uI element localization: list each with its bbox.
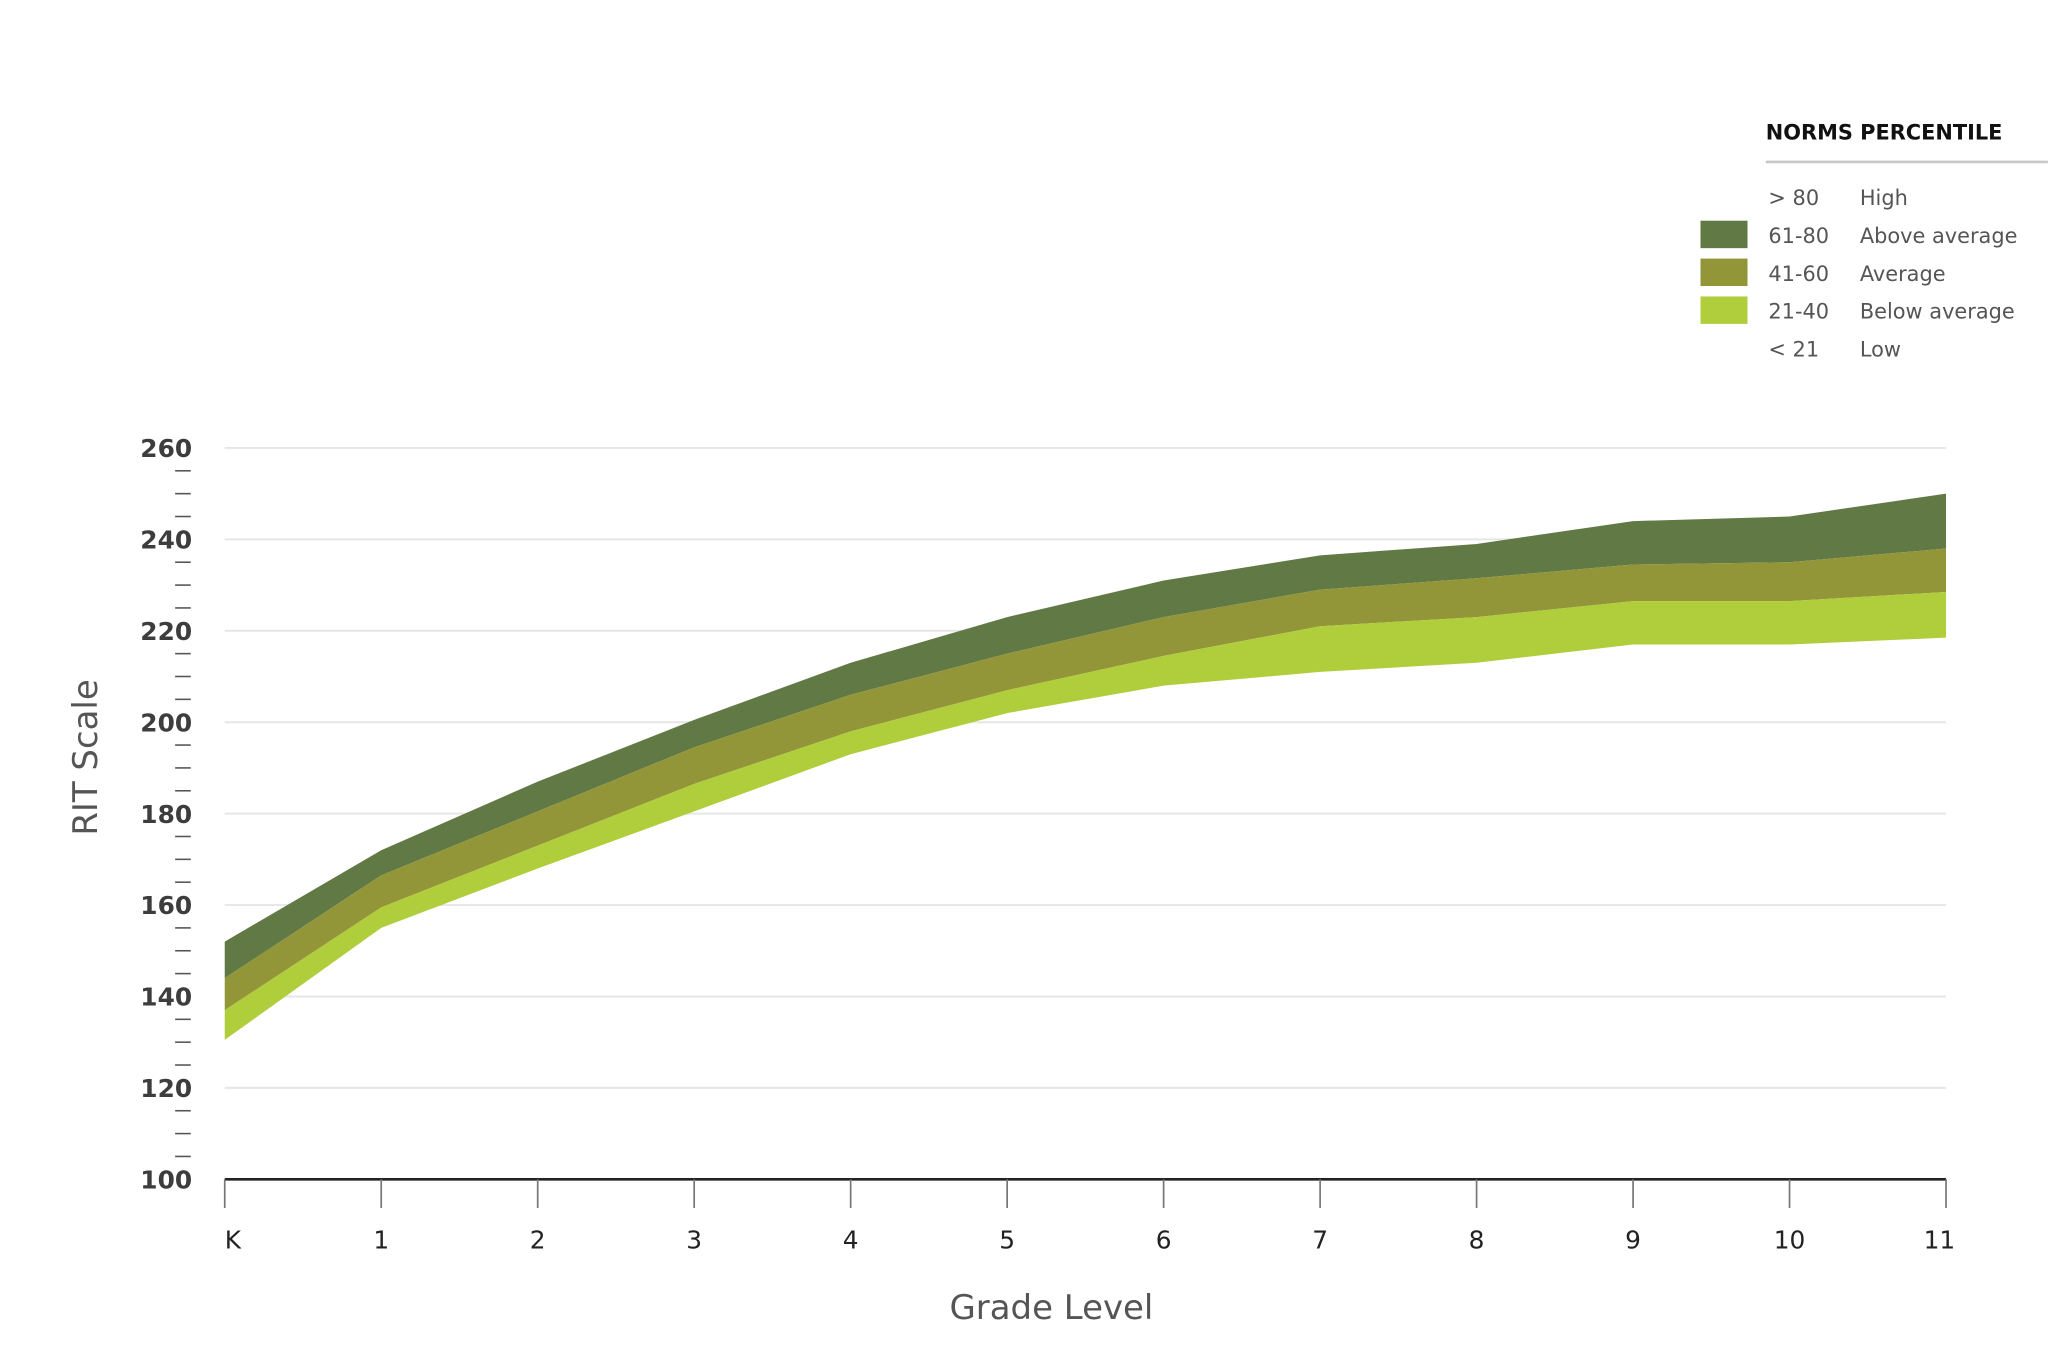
x-tick-label: 1	[373, 1226, 389, 1255]
y-axis-label: RIT Scale	[66, 679, 106, 835]
x-tick-label: 8	[1469, 1226, 1485, 1255]
x-tick-label: K	[225, 1226, 242, 1255]
x-tick-label: 7	[1312, 1226, 1328, 1255]
legend-range: 21-40	[1768, 300, 1829, 324]
y-tick-label: 120	[140, 1074, 192, 1103]
y-tick-label: 180	[140, 800, 192, 829]
x-tick-label: 11	[1924, 1226, 1956, 1255]
legend-range: 41-60	[1768, 262, 1829, 286]
y-tick-label: 240	[140, 526, 192, 555]
legend-swatch	[1700, 258, 1748, 287]
x-tick-label: 5	[999, 1226, 1015, 1255]
legend-title: NORMS PERCENTILE	[1766, 121, 2003, 145]
x-axis: K 1 2 3 4 5 6 7 8 9 10 11	[223, 1177, 1956, 1255]
x-tick-label: 6	[1156, 1226, 1172, 1255]
y-tick-label: 100	[140, 1165, 192, 1194]
legend-range: 61-80	[1768, 224, 1829, 248]
legend-range: > 80	[1768, 186, 1819, 210]
legend-swatch	[1700, 296, 1748, 324]
legend-label: Low	[1860, 338, 1901, 362]
legend-label: High	[1860, 186, 1908, 210]
x-tick-label: 4	[843, 1226, 859, 1255]
band-average	[224, 548, 1947, 1011]
legend-swatch	[1700, 220, 1748, 249]
y-tick-label: 160	[140, 891, 192, 920]
x-tick-label: 9	[1625, 1226, 1641, 1255]
y-tick-label: 220	[140, 617, 192, 646]
x-tick-label: 10	[1774, 1226, 1806, 1255]
legend-range: < 21	[1768, 338, 1819, 362]
legend-label: Above average	[1860, 224, 2018, 248]
legend: NORMS PERCENTILE > 80 High 61-80 Above aver…	[1700, 121, 2048, 362]
y-tick-label: 200	[140, 708, 192, 737]
y-tick-label: 140	[140, 983, 192, 1012]
band-above-average	[224, 493, 1947, 979]
legend-label: Average	[1860, 262, 1946, 286]
legend-label: Below average	[1860, 300, 2015, 324]
x-tick-label: 2	[530, 1226, 546, 1255]
y-tick-label: 260	[140, 434, 192, 463]
x-tick-label: 3	[686, 1226, 702, 1255]
x-axis-label: Grade Level	[950, 1288, 1154, 1328]
percentile-bands	[224, 493, 1947, 1040]
y-axis: 100 120 140 160 180 200 220 240 260	[140, 434, 192, 1194]
band-below-average	[224, 591, 1947, 1040]
